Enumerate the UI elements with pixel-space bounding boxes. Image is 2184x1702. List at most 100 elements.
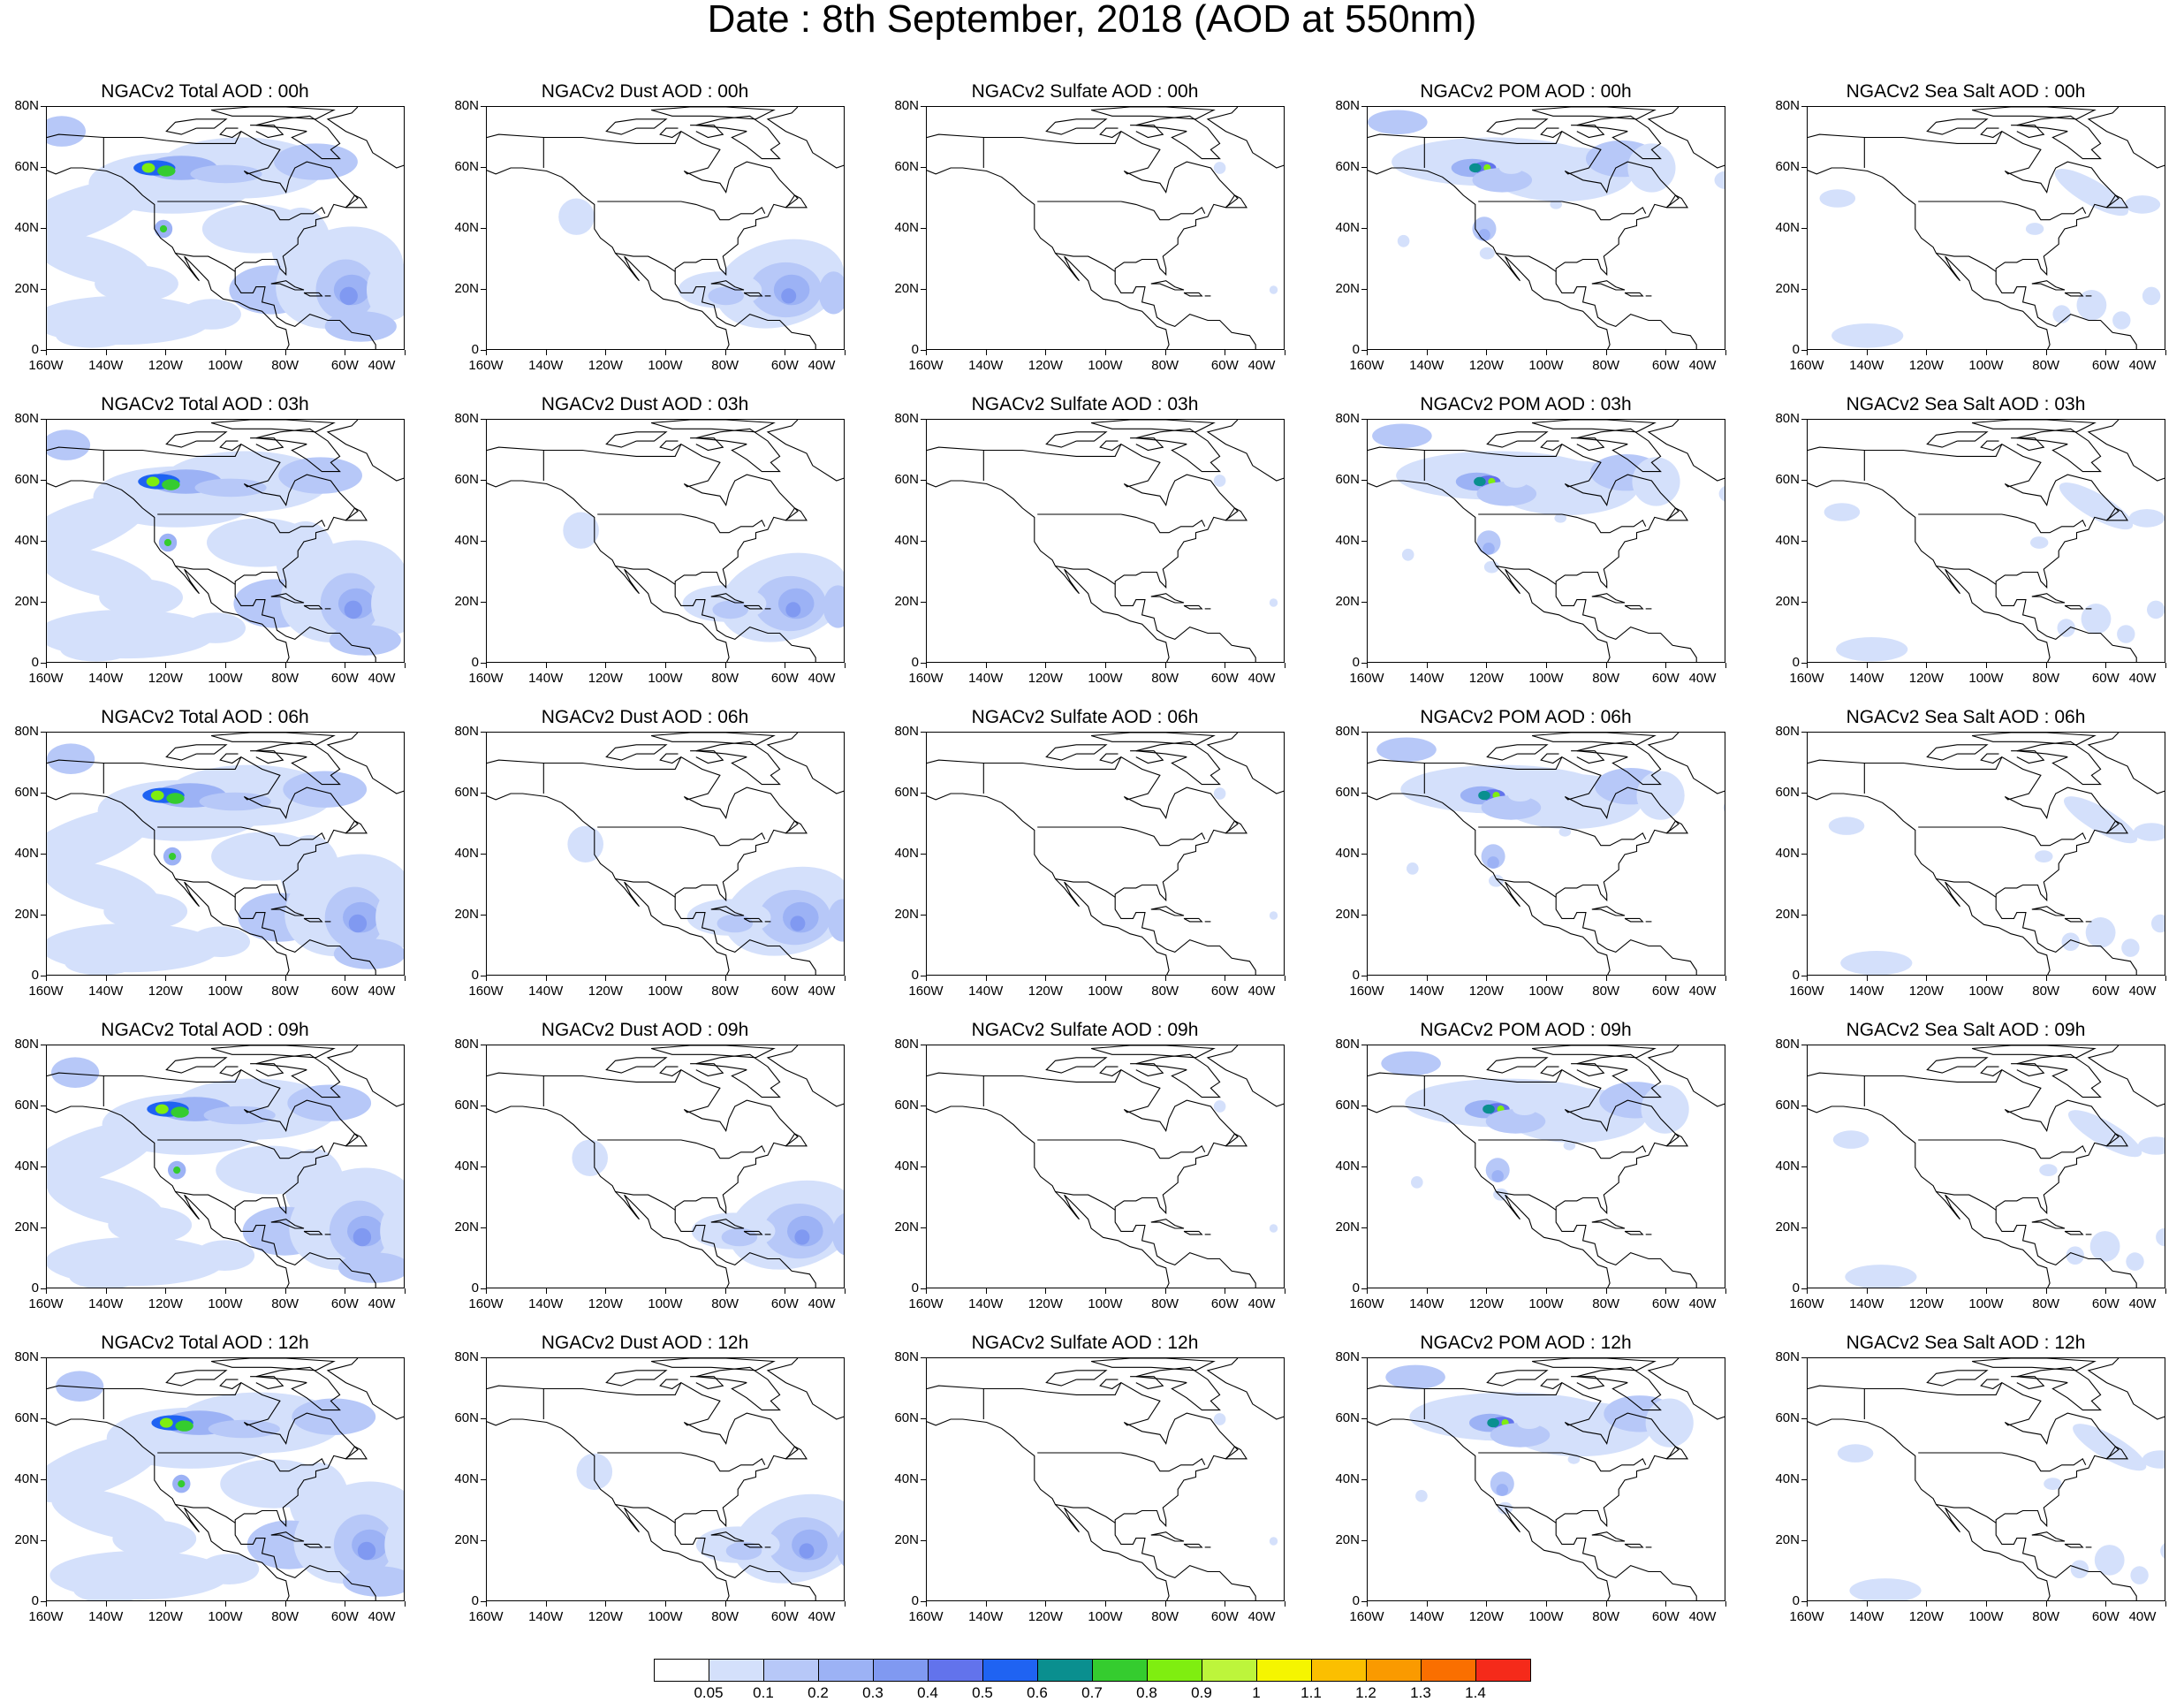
coastline xyxy=(219,127,242,139)
lon-tick-label: 60W xyxy=(2091,358,2120,373)
coastline xyxy=(766,420,844,482)
coastline xyxy=(487,1381,816,1600)
coastline xyxy=(927,130,1256,349)
lon-tick-label: 140W xyxy=(968,984,1004,999)
lat-tick-label: 0 xyxy=(1792,1593,1800,1608)
lon-tick-label: 120W xyxy=(148,1609,183,1624)
lon-tick-label: 140W xyxy=(528,1609,564,1624)
lat-tick-label: 40N xyxy=(454,1159,479,1174)
map-area xyxy=(1367,419,1725,663)
aod-region xyxy=(1496,1484,1509,1496)
colorbar-label: 0.8 xyxy=(1136,1684,1157,1701)
aod-region xyxy=(827,899,844,942)
coastline xyxy=(157,1139,326,1159)
lon-tick xyxy=(2105,976,2107,981)
map-panel-sulfate-1: NGACv2 Sulfate AOD : 03h 80N 60N 40N 20N 0 160… xyxy=(882,394,1288,695)
aod-region xyxy=(2073,1424,2147,1471)
lat-tick xyxy=(41,663,46,664)
coastline xyxy=(1183,604,1203,610)
aod-region xyxy=(186,612,246,643)
coastline xyxy=(1130,437,1164,452)
lat-tick-label: 40N xyxy=(14,846,39,861)
coastline xyxy=(1130,750,1164,764)
lon-tick-label: 80W xyxy=(271,671,300,686)
aod-region xyxy=(343,1566,404,1597)
aod-region xyxy=(190,926,250,957)
coastline xyxy=(1971,420,2097,433)
lon-tick-label: 100W xyxy=(1968,1609,2004,1624)
lat-tick xyxy=(1801,1357,1807,1358)
lon-tick-label: 100W xyxy=(208,671,243,686)
lat-tick-label: 60N xyxy=(14,785,39,800)
aod-region xyxy=(64,951,137,975)
lon-tick-label: 80W xyxy=(271,1609,300,1624)
lon-tick-label: 140W xyxy=(1849,1296,1884,1311)
lon-tick-label: 40W xyxy=(368,358,396,373)
coastline xyxy=(1808,480,2051,662)
lon-tick xyxy=(105,663,107,668)
coastline xyxy=(1918,1452,2087,1472)
lon-tick xyxy=(2105,663,2107,668)
lat-tick xyxy=(1801,106,1807,107)
lon-tick-label: 60W xyxy=(770,1296,799,1311)
lon-tick xyxy=(724,1288,726,1294)
lat-tick xyxy=(41,1288,46,1289)
lat-tick xyxy=(481,1166,486,1167)
lat-tick xyxy=(921,167,926,168)
lon-tick-label: 100W xyxy=(1968,358,2004,373)
coastline xyxy=(690,125,724,139)
coastline xyxy=(1971,733,2097,746)
coastline xyxy=(1808,443,2137,662)
coastline xyxy=(1130,1063,1164,1077)
aod-region xyxy=(2112,311,2131,330)
coastline xyxy=(1665,820,1689,834)
lat-tick-label: 60N xyxy=(1775,159,1800,174)
lat-tick xyxy=(41,732,46,733)
coastline xyxy=(1090,1358,1216,1371)
lon-tick xyxy=(605,350,607,355)
lon-tick xyxy=(1164,350,1166,355)
lon-tick xyxy=(545,350,547,355)
lon-tick xyxy=(545,1601,547,1607)
lat-tick xyxy=(481,1418,486,1419)
coastline xyxy=(690,1376,724,1390)
lat-tick-label: 80N xyxy=(454,98,479,113)
lon-tick xyxy=(165,663,167,668)
coastline xyxy=(650,1045,776,1059)
coastline xyxy=(1496,566,1557,585)
lon-tick-label: 160W xyxy=(1789,671,1824,686)
lon-tick xyxy=(486,976,487,981)
coastline xyxy=(326,1045,404,1107)
lon-tick xyxy=(1367,663,1368,668)
coastline xyxy=(326,420,404,482)
lon-tick-label: 100W xyxy=(208,984,243,999)
lat-tick xyxy=(1361,1479,1367,1480)
aod-region xyxy=(2117,625,2135,643)
aod-region xyxy=(169,853,177,861)
coastline xyxy=(326,107,404,169)
lon-tick xyxy=(1986,1288,1987,1294)
lon-tick xyxy=(926,1288,927,1294)
lat-tick xyxy=(1361,793,1367,794)
lat-tick-label: 0 xyxy=(31,1280,39,1295)
lon-tick-label: 80W xyxy=(271,358,300,373)
lon-tick-label: 140W xyxy=(968,1609,1004,1624)
lon-tick xyxy=(1665,976,1667,981)
lat-tick xyxy=(41,106,46,107)
coastline xyxy=(1571,437,1605,452)
colorbar-label: 1.1 xyxy=(1301,1684,1322,1701)
lat-tick-label: 40N xyxy=(14,1471,39,1486)
aod-region xyxy=(2066,1246,2084,1265)
lat-tick-label: 40N xyxy=(454,1471,479,1486)
panel-title: NGACv2 Sulfate AOD : 06h xyxy=(971,707,1199,727)
coastline xyxy=(2011,1376,2045,1390)
lon-tick-label: 100W xyxy=(1088,1296,1123,1311)
aod-region xyxy=(181,299,241,330)
lon-tick-label: 60W xyxy=(2091,984,2120,999)
lon-tick-label: 120W xyxy=(148,1296,183,1311)
lon-tick-label: 80W xyxy=(271,1296,300,1311)
lon-tick xyxy=(1045,350,1047,355)
coastline xyxy=(690,1063,724,1077)
lon-tick xyxy=(1105,976,1106,981)
coastline xyxy=(1971,107,2097,120)
